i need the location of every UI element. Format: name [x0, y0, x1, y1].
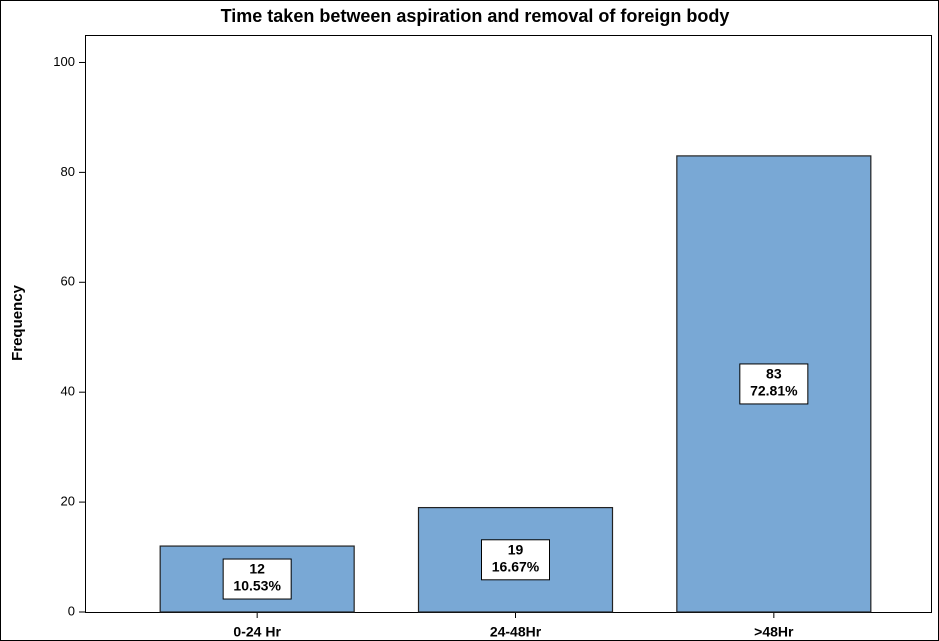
data-label-box	[222, 558, 292, 600]
x-tick-label: 24-48Hr	[490, 624, 542, 640]
y-tick-label: 100	[53, 54, 75, 69]
data-label: 19	[508, 541, 524, 557]
data-label-box	[739, 363, 809, 405]
data-label: 12	[249, 561, 265, 577]
x-tick-label: >48Hr	[754, 624, 794, 640]
percent-label: 16.67%	[492, 558, 540, 574]
y-axis-label: Frequency	[9, 284, 26, 361]
percent-label: 72.81%	[750, 383, 798, 399]
percent-label: 10.53%	[233, 578, 281, 594]
data-label-box	[481, 539, 550, 581]
y-tick-label: 0	[68, 603, 75, 618]
y-tick-label: 80	[61, 164, 75, 179]
y-tick-label: 40	[61, 384, 75, 399]
x-tick-label: 0-24 Hr	[233, 624, 281, 640]
y-tick-label: 20	[61, 494, 75, 509]
data-label: 83	[766, 366, 782, 382]
y-tick-label: 60	[61, 274, 75, 289]
chart-title: Time taken between aspiration and remova…	[221, 6, 730, 26]
